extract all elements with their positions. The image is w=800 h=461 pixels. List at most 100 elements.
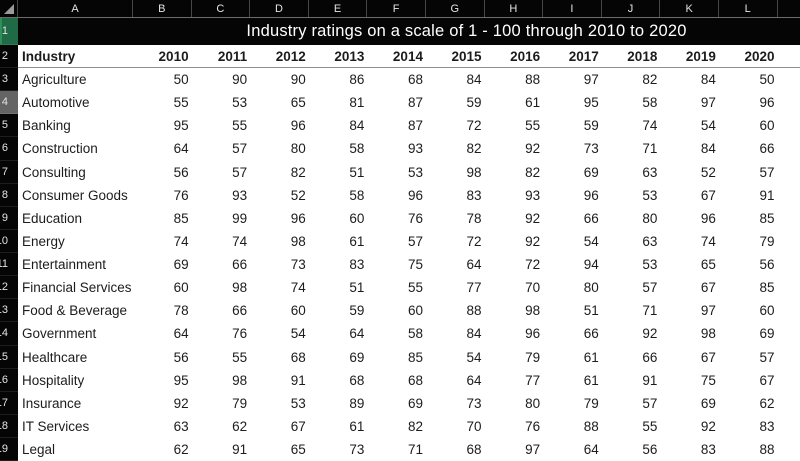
row-header-11[interactable]: 11 — [0, 253, 18, 277]
industry-name-cell[interactable]: Government — [18, 322, 133, 346]
rating-cell[interactable]: 64 — [543, 438, 602, 461]
rating-cell[interactable]: 74 — [191, 229, 251, 253]
rating-cell[interactable]: 57 — [191, 160, 251, 184]
row-header-13[interactable]: 13 — [0, 299, 18, 323]
rating-cell[interactable]: 58 — [367, 322, 426, 346]
rating-cell[interactable]: 62 — [718, 391, 778, 415]
row-header-10[interactable]: 10 — [0, 229, 18, 253]
rating-cell[interactable]: 57 — [601, 391, 661, 415]
rating-cell[interactable]: 54 — [425, 345, 485, 369]
rating-cell[interactable]: 70 — [425, 414, 485, 438]
industry-name-cell[interactable]: Insurance — [18, 391, 133, 415]
industry-name-cell[interactable]: Food & Beverage — [18, 299, 133, 323]
row-header-14[interactable]: 14 — [0, 322, 18, 346]
year-header-cell[interactable]: 2014 — [367, 45, 426, 68]
rating-cell[interactable]: 73 — [250, 253, 309, 277]
rating-cell[interactable]: 55 — [601, 414, 661, 438]
rating-cell[interactable]: 97 — [484, 438, 544, 461]
rating-cell[interactable]: 85 — [367, 345, 426, 369]
rating-cell[interactable]: 64 — [425, 368, 485, 392]
row-header-8[interactable]: 8 — [0, 183, 18, 207]
rating-cell[interactable]: 78 — [425, 206, 485, 230]
column-header-a[interactable]: A — [18, 0, 133, 17]
year-header-cell[interactable]: 2013 — [308, 45, 368, 68]
rating-cell[interactable]: 66 — [543, 322, 602, 346]
industry-name-cell[interactable]: Education — [18, 206, 133, 230]
rating-cell[interactable]: 92 — [601, 322, 661, 346]
rating-cell[interactable]: 64 — [425, 253, 485, 277]
rating-cell[interactable]: 76 — [191, 322, 251, 346]
rating-cell[interactable]: 72 — [425, 229, 485, 253]
industry-name-cell[interactable]: Entertainment — [18, 253, 133, 277]
rating-cell[interactable]: 62 — [191, 414, 251, 438]
rating-cell[interactable]: 82 — [250, 160, 309, 184]
rating-cell[interactable]: 53 — [250, 391, 309, 415]
sheet-title-cell[interactable]: Industry ratings on a scale of 1 - 100 t… — [18, 18, 800, 45]
rating-cell[interactable]: 96 — [250, 114, 309, 138]
rating-cell[interactable]: 63 — [601, 229, 661, 253]
rating-cell[interactable]: 69 — [718, 322, 778, 346]
rating-cell[interactable]: 68 — [367, 68, 426, 92]
rating-cell[interactable]: 86 — [308, 68, 368, 92]
rating-cell[interactable]: 64 — [133, 322, 192, 346]
rating-cell[interactable]: 54 — [543, 229, 602, 253]
rating-cell[interactable]: 84 — [660, 68, 719, 92]
rating-cell[interactable]: 60 — [718, 299, 778, 323]
rating-cell[interactable]: 96 — [660, 206, 719, 230]
rating-cell[interactable]: 67 — [660, 345, 719, 369]
industry-name-cell[interactable]: Healthcare — [18, 345, 133, 369]
rating-cell[interactable]: 82 — [601, 68, 661, 92]
rating-cell[interactable]: 97 — [543, 68, 602, 92]
rating-cell[interactable]: 61 — [484, 91, 544, 115]
rating-cell[interactable]: 96 — [250, 206, 309, 230]
rating-cell[interactable]: 98 — [484, 299, 544, 323]
rating-cell[interactable]: 81 — [308, 91, 368, 115]
rating-cell[interactable]: 54 — [660, 114, 719, 138]
rating-cell[interactable]: 56 — [133, 160, 192, 184]
column-header-h[interactable]: H — [484, 0, 544, 17]
rating-cell[interactable]: 73 — [308, 438, 368, 461]
year-header-cell[interactable]: 2020 — [718, 45, 778, 68]
rating-cell[interactable]: 61 — [543, 345, 602, 369]
rating-cell[interactable]: 61 — [308, 414, 368, 438]
rating-cell[interactable]: 63 — [601, 160, 661, 184]
rating-cell[interactable]: 58 — [308, 183, 368, 207]
rating-cell[interactable]: 75 — [660, 368, 719, 392]
rating-cell[interactable]: 76 — [367, 206, 426, 230]
rating-cell[interactable]: 77 — [425, 276, 485, 300]
rating-cell[interactable]: 68 — [367, 368, 426, 392]
rating-cell[interactable]: 91 — [718, 183, 778, 207]
rating-cell[interactable]: 85 — [718, 206, 778, 230]
rating-cell[interactable]: 80 — [250, 137, 309, 161]
row-header-16[interactable]: 16 — [0, 368, 18, 392]
rating-cell[interactable]: 51 — [308, 160, 368, 184]
industry-name-cell[interactable]: Legal — [18, 438, 133, 461]
rating-cell[interactable]: 91 — [250, 368, 309, 392]
rating-cell[interactable]: 51 — [543, 299, 602, 323]
rating-cell[interactable]: 56 — [718, 253, 778, 277]
rating-cell[interactable]: 57 — [718, 160, 778, 184]
rating-cell[interactable]: 88 — [543, 414, 602, 438]
industry-column-header[interactable]: Industry — [18, 45, 133, 68]
column-header-c[interactable]: C — [191, 0, 251, 17]
rating-cell[interactable]: 84 — [425, 68, 485, 92]
row-header-17[interactable]: 17 — [0, 391, 18, 415]
rating-cell[interactable]: 66 — [191, 253, 251, 277]
rating-cell[interactable]: 92 — [133, 391, 192, 415]
industry-name-cell[interactable]: Construction — [18, 137, 133, 161]
industry-name-cell[interactable]: Consumer Goods — [18, 183, 133, 207]
rating-cell[interactable]: 64 — [133, 137, 192, 161]
rating-cell[interactable]: 60 — [367, 299, 426, 323]
rating-cell[interactable]: 63 — [133, 414, 192, 438]
rating-cell[interactable]: 76 — [484, 414, 544, 438]
column-header-d[interactable]: D — [250, 0, 309, 17]
year-header-cell[interactable]: 2018 — [601, 45, 661, 68]
column-header-i[interactable]: I — [543, 0, 602, 17]
rating-cell[interactable]: 53 — [191, 91, 251, 115]
rating-cell[interactable]: 92 — [484, 229, 544, 253]
rating-cell[interactable]: 55 — [191, 114, 251, 138]
rating-cell[interactable]: 93 — [191, 183, 251, 207]
rating-cell[interactable]: 98 — [425, 160, 485, 184]
rating-cell[interactable]: 80 — [543, 276, 602, 300]
rating-cell[interactable]: 99 — [191, 206, 251, 230]
